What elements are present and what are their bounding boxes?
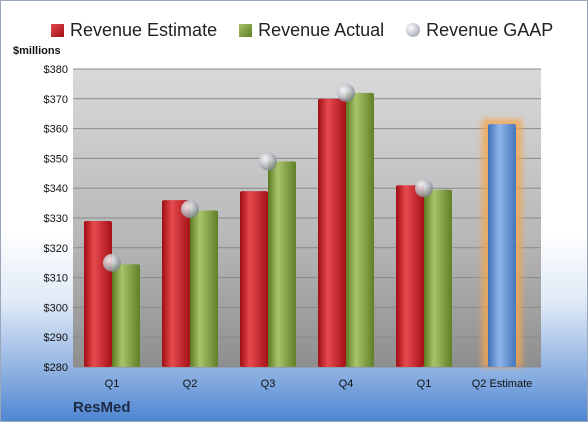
y-tick-labels: $280 $290 $300 $310 $320 $330 $340 $350 $360 $370… (44, 64, 68, 374)
bar-revenue-actual (424, 189, 452, 367)
legend-swatch-gaap (406, 23, 421, 37)
legend-item-revenue-actual: Revenue Actual (239, 20, 384, 41)
y-axis-label: $millions (13, 45, 61, 57)
bar-revenue-estimate-next (488, 124, 516, 367)
marker-revenue-gaap (181, 200, 199, 219)
marker-revenue-gaap (337, 83, 355, 102)
y-tick-label: $360 (44, 124, 68, 136)
y-tick-label: $300 (44, 302, 68, 314)
legend-item-revenue-estimate: Revenue Estimate (51, 20, 217, 41)
y-tick-label: $330 (44, 213, 68, 225)
y-tick-label: $350 (44, 153, 68, 165)
bar-revenue-estimate (84, 220, 112, 367)
legend-label-gaap: Revenue GAAP (426, 19, 554, 40)
bar-revenue-estimate (162, 200, 190, 367)
brand-name: ResMed (73, 399, 131, 416)
x-tick-label: Q1 (105, 378, 120, 390)
bars (84, 92, 522, 368)
y-tick-label: $380 (44, 64, 68, 76)
y-tick-label: $310 (44, 273, 68, 285)
y-tick-label: $340 (44, 183, 68, 195)
legend-swatch-actual (239, 23, 253, 37)
y-tick-label: $320 (44, 243, 68, 255)
y-tick-label: $370 (44, 94, 68, 106)
bar-revenue-estimate (318, 98, 346, 368)
x-tick-label: Q1 (417, 378, 432, 390)
bar-revenue-actual (268, 161, 296, 367)
bar-revenue-estimate (240, 191, 268, 367)
y-tick-label: $290 (44, 332, 68, 344)
legend-label-estimate: Revenue Estimate (70, 19, 218, 40)
x-tick-label: Q3 (261, 378, 276, 390)
bar-revenue-actual (190, 210, 218, 367)
legend: Revenue Estimate Revenue Actual Revenue … (51, 17, 577, 43)
legend-label-actual: Revenue Actual (258, 19, 385, 40)
marker-revenue-gaap (259, 152, 277, 171)
gaap-markers (103, 83, 433, 272)
y-tick-label: $280 (44, 362, 68, 374)
bar-revenue-actual (112, 264, 140, 367)
x-tick-label: Q2 Estimate (472, 378, 533, 390)
x-tick-label: Q4 (339, 378, 354, 390)
legend-swatch-estimate (51, 23, 64, 37)
bar-revenue-estimate (396, 185, 424, 367)
grid-lines (73, 68, 541, 368)
marker-revenue-gaap (415, 179, 433, 198)
bar-revenue-actual (346, 92, 374, 367)
marker-revenue-gaap (103, 253, 121, 272)
legend-item-revenue-gaap: Revenue GAAP (406, 20, 553, 41)
x-tick-label: Q2 (183, 378, 198, 390)
x-tick-labels: Q1 Q2 Q3 Q4 Q1 Q2 Estimate (105, 378, 533, 390)
